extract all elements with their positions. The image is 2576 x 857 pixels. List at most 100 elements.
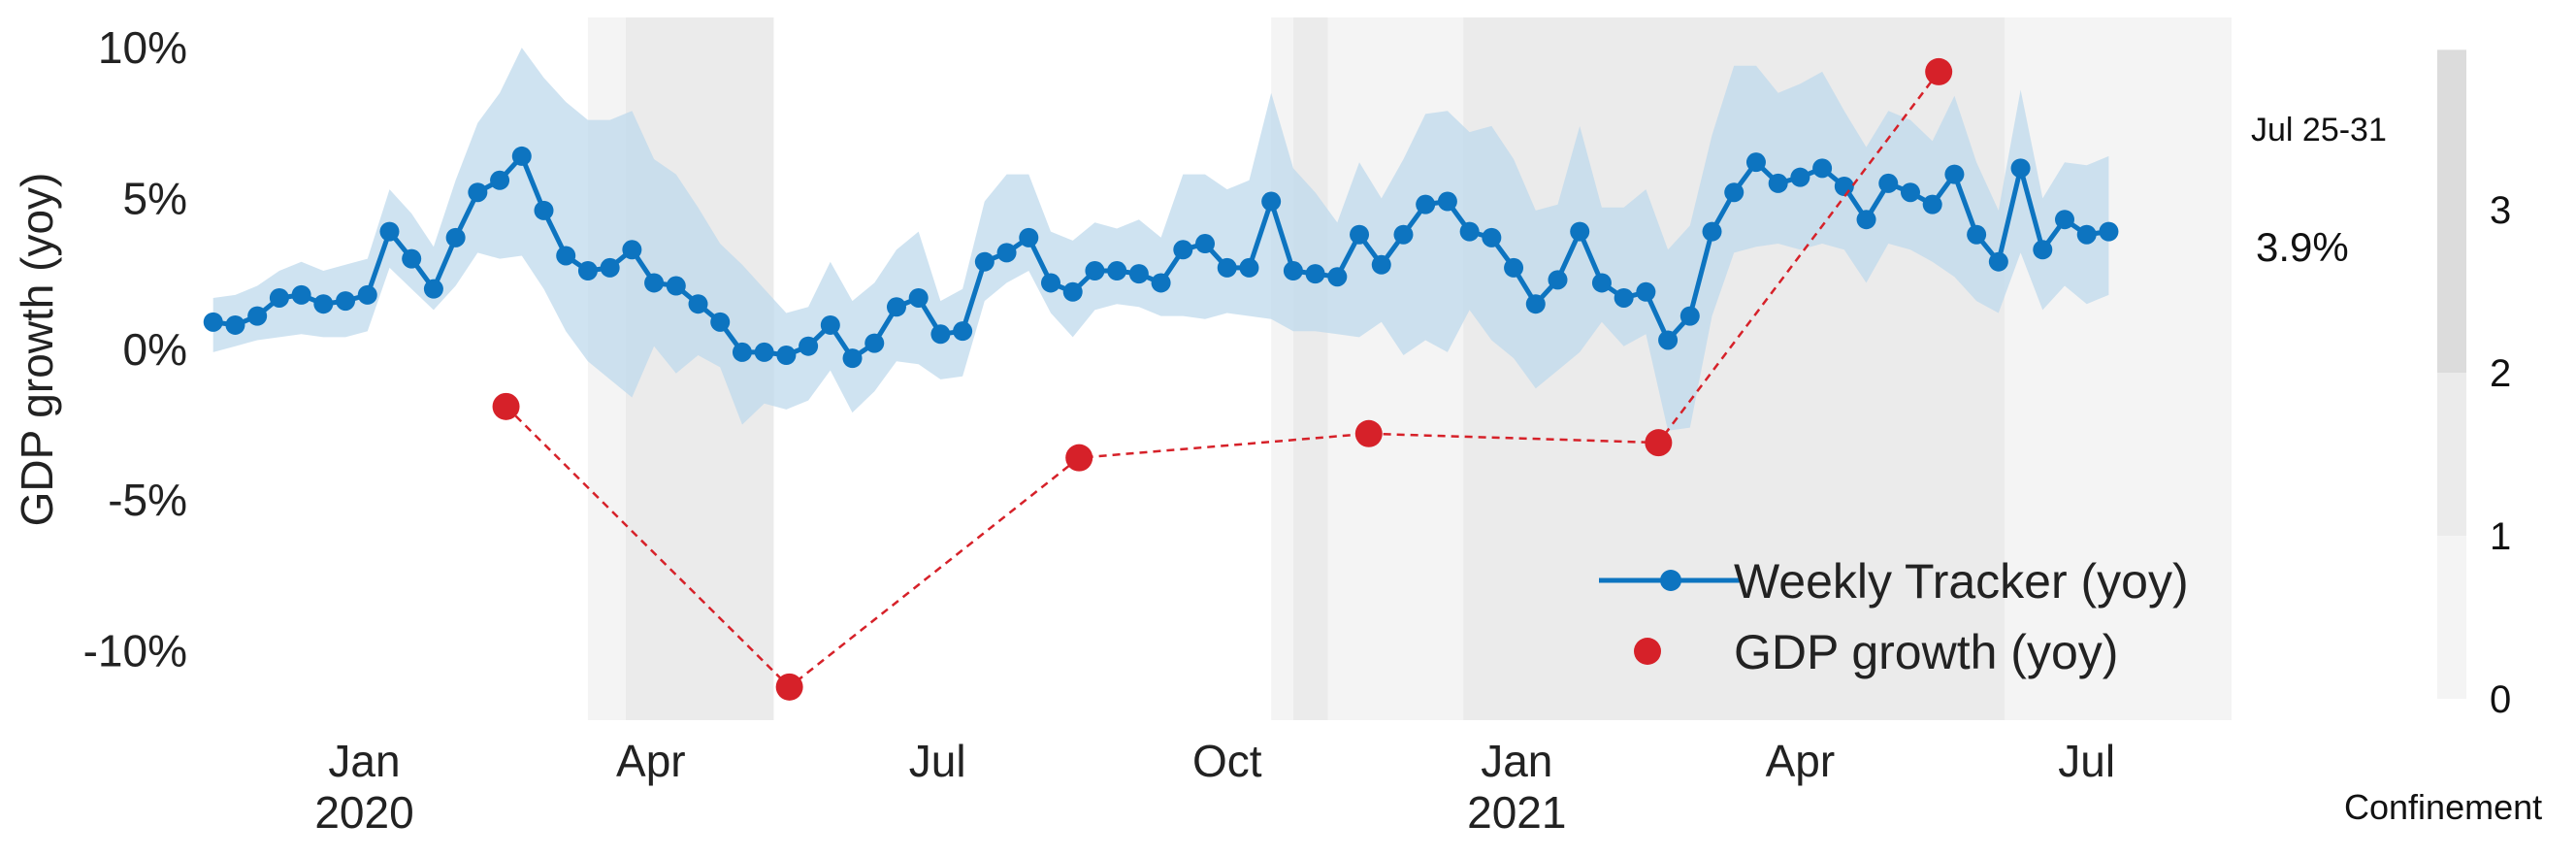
weekly-tracker-point: [1658, 330, 1679, 350]
confinement-scale-tick: 2: [2490, 352, 2511, 395]
weekly-tracker-point: [974, 251, 995, 272]
weekly-tracker-point: [1856, 210, 1876, 230]
weekly-tracker-point: [1327, 267, 1348, 287]
confidence-band: [212, 48, 2109, 431]
weekly-tracker-point: [247, 306, 268, 326]
confinement-label: Confinement: [2344, 787, 2542, 827]
weekly-tracker-point: [1128, 264, 1149, 284]
gdp-growth-point: [1065, 444, 1093, 472]
confinement-scale-tick: 3: [2490, 189, 2511, 232]
weekly-tracker-point: [1062, 281, 1083, 302]
x-tick-label: Jul: [909, 736, 966, 786]
confidence-band-area: [212, 48, 2109, 431]
weekly-tracker-point: [1217, 257, 1237, 278]
weekly-tracker-point: [357, 284, 377, 305]
weekly-tracker-point: [1570, 221, 1590, 242]
weekly-tracker-point: [1019, 227, 1039, 247]
weekly-tracker-point: [666, 276, 686, 296]
weekly-tracker-point: [203, 312, 223, 332]
legend: Weekly Tracker (yoy) GDP growth (yoy): [1599, 554, 2189, 679]
weekly-tracker-point: [930, 324, 951, 345]
x-tick-label: Jul: [2058, 736, 2115, 786]
weekly-tracker-point: [1768, 173, 1788, 193]
legend-tracker-label: Weekly Tracker (yoy): [1734, 554, 2189, 609]
confinement-scale-band: [2437, 210, 2466, 373]
weekly-tracker-point: [1504, 257, 1524, 278]
weekly-tracker-point: [402, 248, 422, 269]
y-tick-label: -5%: [108, 475, 187, 525]
weekly-tracker-point: [622, 240, 642, 260]
x-tick-label: Jan: [328, 736, 400, 786]
weekly-tracker-point: [1878, 173, 1899, 193]
weekly-tracker-point: [710, 312, 731, 332]
weekly-tracker-point: [886, 297, 906, 317]
x-tick-year-label: 2021: [1467, 787, 1566, 838]
gdp-growth-point: [775, 673, 803, 701]
weekly-tracker-point: [1239, 257, 1259, 278]
weekly-tracker-point: [1416, 194, 1436, 214]
weekly-tracker-point: [776, 346, 797, 366]
weekly-tracker-point: [2076, 224, 2097, 245]
gdp-growth-series: [492, 57, 1953, 701]
weekly-tracker-point: [1614, 287, 1634, 308]
weekly-tracker-point: [1482, 227, 1502, 247]
weekly-tracker-point: [1922, 194, 1942, 214]
weekly-tracker-point: [445, 227, 466, 247]
weekly-tracker-point: [1636, 281, 1656, 302]
weekly-tracker-point: [468, 182, 488, 203]
x-tick-label: Apr: [1766, 736, 1836, 786]
weekly-tracker-point: [1591, 273, 1612, 293]
legend-gdp-label: GDP growth (yoy): [1734, 625, 2118, 679]
weekly-tracker-point: [1151, 273, 1171, 293]
weekly-tracker-point: [534, 200, 554, 220]
weekly-tracker-point: [864, 333, 885, 353]
weekly-tracker-point: [1371, 254, 1391, 275]
weekly-tracker-point: [1459, 221, 1480, 242]
y-tick-label: -10%: [83, 626, 187, 676]
confinement-scale-band: [2437, 373, 2466, 536]
legend-gdp-marker: [1634, 638, 1661, 665]
weekly-tracker-point: [1834, 177, 1854, 197]
weekly-tracker-point: [556, 246, 576, 266]
weekly-tracker-point: [1040, 273, 1060, 293]
latest-week-label: Jul 25-31: [2251, 112, 2387, 148]
weekly-tracker-point: [799, 336, 819, 356]
y-axis-label: GDP growth (yoy): [12, 173, 62, 527]
weekly-tracker-point: [1393, 224, 1414, 245]
weekly-tracker-series: [203, 146, 2119, 369]
confinement-scale: 3 2 1 0: [2437, 49, 2511, 721]
gdp-growth-point: [1925, 57, 1953, 85]
weekly-tracker-point: [1702, 221, 1722, 242]
weekly-tracker-point: [996, 243, 1017, 263]
weekly-tracker-point: [953, 321, 973, 342]
weekly-tracker-point: [1525, 294, 1546, 314]
weekly-tracker-point: [1900, 182, 1920, 203]
weekly-tracker-point: [908, 287, 929, 308]
weekly-tracker-point: [511, 146, 532, 166]
x-tick-label: Oct: [1192, 736, 1262, 786]
weekly-tracker-point: [732, 342, 752, 362]
weekly-tracker-point: [842, 348, 863, 369]
confinement-period-3: [1292, 17, 1328, 720]
weekly-tracker-point: [1173, 240, 1193, 260]
weekly-tracker-point: [379, 221, 400, 242]
legend-tracker-marker: [1660, 570, 1681, 591]
weekly-tracker-point: [600, 257, 620, 278]
latest-value-label: 3.9%: [2256, 224, 2349, 270]
x-tick-year-label: 2020: [314, 787, 413, 838]
y-axis-ticks: 10% 5% 0% -5% -10%: [83, 22, 187, 676]
weekly-tracker-point: [1724, 182, 1745, 203]
weekly-tracker-point: [423, 279, 443, 299]
weekly-tracker-point: [754, 342, 774, 362]
weekly-tracker-point: [1967, 224, 1987, 245]
weekly-tracker-point: [490, 170, 510, 190]
weekly-tracker-point: [820, 314, 840, 335]
confinement-scale-band: [2437, 536, 2466, 699]
weekly-tracker-point: [336, 291, 356, 312]
gdp-growth-point: [1354, 419, 1383, 447]
weekly-tracker-point: [2099, 221, 2119, 242]
weekly-tracker-point: [291, 284, 311, 305]
weekly-tracker-point: [1350, 224, 1370, 245]
weekly-tracker-point: [2033, 240, 2053, 260]
